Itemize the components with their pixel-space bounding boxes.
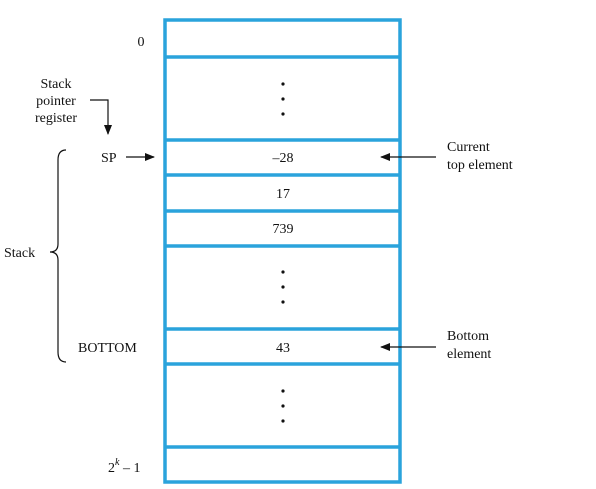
ellipsis-upper <box>281 82 285 116</box>
address-max-exp: k <box>115 457 120 468</box>
ellipsis-middle <box>281 270 285 304</box>
cell-third-value: 739 <box>273 222 294 237</box>
address-max: 2k – 1 <box>108 457 140 476</box>
address-max-base: 2 <box>108 461 115 476</box>
stack-pointer-register-line2: pointer <box>36 94 76 109</box>
stack-brace <box>49 149 67 363</box>
bottom-element-line1: Bottom <box>447 329 489 344</box>
memory-column <box>163 18 402 484</box>
current-top-line2: top element <box>447 158 513 173</box>
cell-second-value: 17 <box>276 187 290 202</box>
cell-bottom-value: 43 <box>276 341 290 356</box>
cell-sp-value: –28 <box>272 151 294 166</box>
address-zero: 0 <box>138 35 145 50</box>
bottom-element-line2: element <box>447 347 491 362</box>
sp-label: SP <box>101 151 117 166</box>
stack-pointer-register-line1: Stack <box>40 77 71 92</box>
stack-pointer-register-line3: register <box>35 111 77 126</box>
stack-pointer-arrow <box>90 99 112 135</box>
bottom-label: BOTTOM <box>78 341 137 356</box>
ellipsis-lower <box>281 389 285 423</box>
current-top-line1: Current <box>447 140 490 155</box>
stack-label: Stack <box>4 246 35 261</box>
address-max-tail: – 1 <box>119 461 140 476</box>
